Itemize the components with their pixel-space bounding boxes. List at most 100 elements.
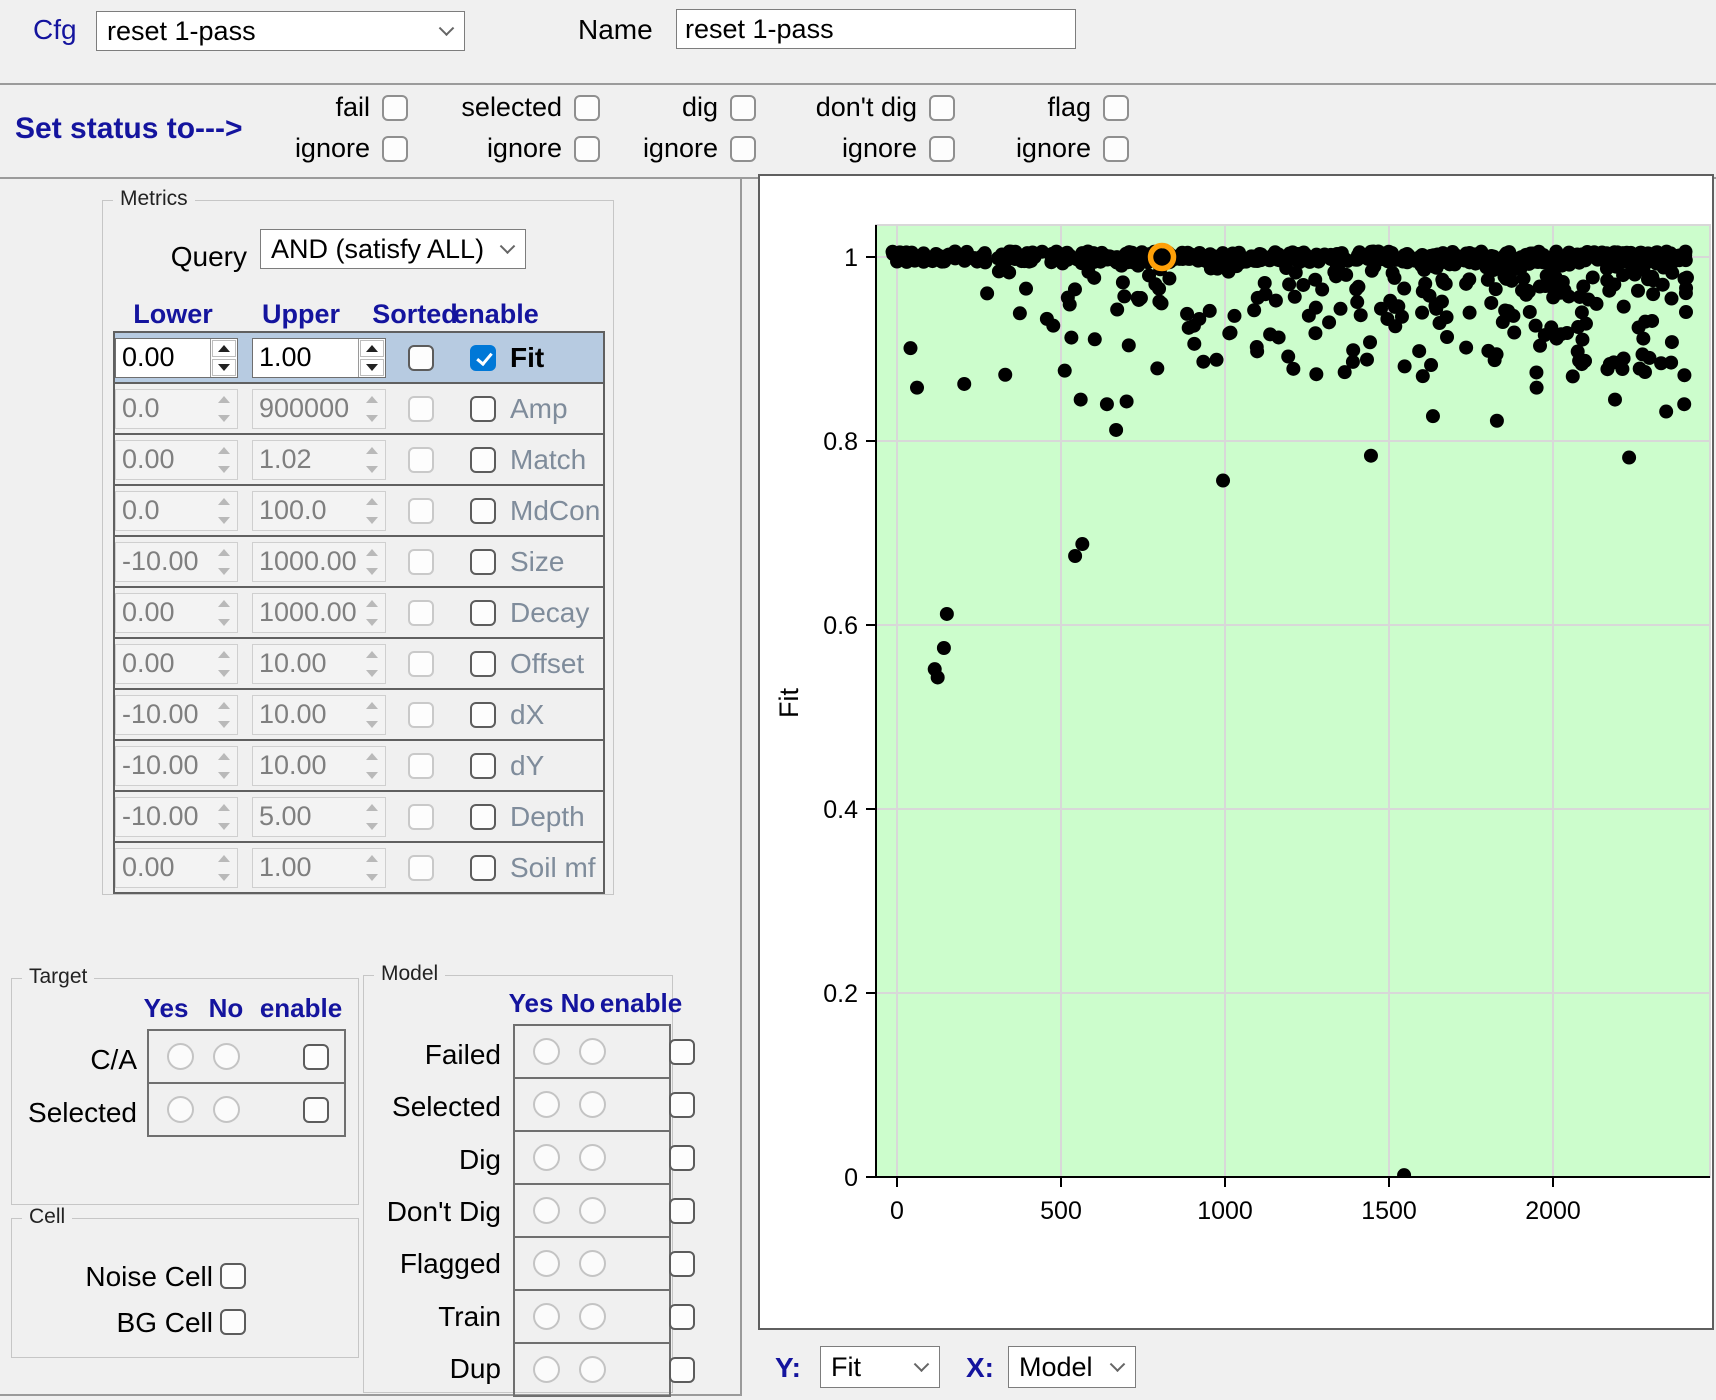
metric-depth-upper-input[interactable]: 5.00 — [252, 796, 386, 837]
model-failed-yes-radio[interactable] — [533, 1038, 560, 1065]
model-selected-no-radio[interactable] — [579, 1091, 606, 1118]
model-train-no-radio[interactable] — [579, 1303, 606, 1330]
arrow-up-icon — [365, 752, 378, 760]
metric-fit-lower-input-up-button[interactable] — [212, 339, 236, 357]
model-flagged-yes-radio[interactable] — [533, 1250, 560, 1277]
metric-dx-lower-input[interactable]: -10.00 — [115, 694, 238, 735]
status-checkbox-fail[interactable] — [382, 94, 408, 121]
metric-fit-upper-input-down-button[interactable] — [360, 358, 384, 376]
metric-size-sorted-checkbox[interactable] — [408, 548, 434, 575]
metric-fit-enable-checkbox[interactable] — [470, 344, 496, 371]
metric-dx-enable-checkbox[interactable] — [470, 701, 496, 728]
model-dig-yes-radio[interactable] — [533, 1144, 560, 1171]
status-checkbox-don-t-dig-ignore[interactable] — [929, 135, 955, 162]
name-input[interactable] — [676, 9, 1076, 49]
metric-dy-sorted-checkbox[interactable] — [408, 752, 434, 779]
status-checkbox-selected[interactable] — [574, 94, 600, 121]
model-don-t-dig-no-radio[interactable] — [579, 1197, 606, 1224]
metric-fit-lower-input-down-button[interactable] — [212, 358, 236, 376]
metric-match-lower-input[interactable]: 0.00 — [115, 439, 238, 480]
metric-fit-upper-input-up-button[interactable] — [360, 339, 384, 357]
y-axis-select[interactable]: Fit — [820, 1346, 940, 1388]
scatter-plot-panel[interactable]: 0 0.2 0.4 0.6 0.8 1 0 500 1000 1500 2000 Fit — [758, 174, 1714, 1330]
metric-offset-lower-input[interactable]: 0.00 — [115, 643, 238, 684]
query-mode-select[interactable]: AND (satisfy ALL) — [260, 229, 526, 269]
metric-mdcon-enable-checkbox[interactable] — [470, 497, 496, 524]
model-flagged-no-radio[interactable] — [579, 1250, 606, 1277]
metric-fit-sorted-checkbox[interactable] — [408, 344, 434, 371]
metric-mdcon-lower-input[interactable]: 0.0 — [115, 490, 238, 531]
metric-offset-sorted-checkbox[interactable] — [408, 650, 434, 677]
model-train-yes-radio[interactable] — [533, 1303, 560, 1330]
metric-size-upper-input[interactable]: 1000.00 — [252, 541, 386, 582]
target-selected-yes-radio[interactable] — [167, 1096, 194, 1123]
metric-offset-enable-checkbox[interactable] — [470, 650, 496, 677]
metric-depth-lower-input[interactable]: -10.00 — [115, 796, 238, 837]
fit-vs-model-scatter[interactable]: 0 0.2 0.4 0.6 0.8 1 0 500 1000 1500 2000 Fit — [760, 176, 1712, 1328]
metric-amp-upper-input[interactable]: 900000 — [252, 388, 386, 429]
metric-depth-sorted-checkbox[interactable] — [408, 803, 434, 830]
metric-decay-enable-checkbox[interactable] — [470, 599, 496, 626]
metric-fit-upper-input[interactable]: 1.00 — [252, 337, 386, 378]
metric-match-sorted-checkbox[interactable] — [408, 446, 434, 473]
metric-soil-mf-sorted-checkbox[interactable] — [408, 854, 434, 881]
status-checkbox-flag-ignore[interactable] — [1103, 135, 1129, 162]
metric-soil-mf-enable-checkbox[interactable] — [470, 854, 496, 881]
metric-match-enable-checkbox[interactable] — [470, 446, 496, 473]
arrow-up-icon — [217, 497, 230, 505]
status-checkbox-fail-ignore[interactable] — [382, 135, 408, 162]
status-checkbox-selected-ignore[interactable] — [574, 135, 600, 162]
metric-mdcon-sorted-checkbox[interactable] — [408, 497, 434, 524]
metric-decay-sorted-checkbox[interactable] — [408, 599, 434, 626]
target-c-a-yes-radio[interactable] — [167, 1043, 194, 1070]
target-c-a-no-radio[interactable] — [213, 1043, 240, 1070]
cell-bg-cell-checkbox[interactable] — [220, 1309, 246, 1335]
metric-offset-upper-input[interactable]: 10.00 — [252, 643, 386, 684]
metric-amp-sorted-checkbox[interactable] — [408, 395, 434, 422]
target-c-a-enable-checkbox[interactable] — [303, 1043, 329, 1070]
model-flagged-enable-checkbox[interactable] — [669, 1250, 695, 1277]
status-checkbox-dig[interactable] — [730, 94, 756, 121]
model-dup-yes-radio[interactable] — [533, 1356, 560, 1383]
model-failed-enable-checkbox[interactable] — [669, 1038, 695, 1065]
separator-top — [0, 83, 1716, 85]
metric-depth-enable-checkbox[interactable] — [470, 803, 496, 830]
model-dig-no-radio[interactable] — [579, 1144, 606, 1171]
metric-size-lower-input[interactable]: -10.00 — [115, 541, 238, 582]
metric-match-upper-input[interactable]: 1.02 — [252, 439, 386, 480]
status-checkbox-dig-ignore[interactable] — [730, 135, 756, 162]
model-selected-enable-checkbox[interactable] — [669, 1091, 695, 1118]
metric-mdcon-upper-input[interactable]: 100.0 — [252, 490, 386, 531]
metric-soil-mf-upper-input[interactable]: 1.00 — [252, 847, 386, 888]
status-checkbox-don-t-dig[interactable] — [929, 94, 955, 121]
target-selected-no-radio[interactable] — [213, 1096, 240, 1123]
metric-dy-enable-checkbox[interactable] — [470, 752, 496, 779]
metric-soil-mf-lower-input[interactable]: 0.00 — [115, 847, 238, 888]
model-dig-enable-checkbox[interactable] — [669, 1144, 695, 1171]
metric-dy-upper-input[interactable]: 10.00 — [252, 745, 386, 786]
metric-dy-lower-input[interactable]: -10.00 — [115, 745, 238, 786]
metric-amp-lower-input[interactable]: 0.0 — [115, 388, 238, 429]
model-train-enable-checkbox[interactable] — [669, 1303, 695, 1330]
cell-label-noise-cell: Noise Cell — [85, 1261, 213, 1292]
cell-noise-cell-checkbox[interactable] — [220, 1263, 246, 1289]
metric-decay-lower-input[interactable]: 0.00 — [115, 592, 238, 633]
cfg-select[interactable]: reset 1-pass — [96, 11, 465, 51]
x-axis-select[interactable]: Model — [1008, 1346, 1136, 1388]
metric-decay-upper-input[interactable]: 1000.00 — [252, 592, 386, 633]
model-don-t-dig-enable-checkbox[interactable] — [669, 1197, 695, 1224]
model-selected-yes-radio[interactable] — [533, 1091, 560, 1118]
metric-fit-lower-input[interactable]: 0.00 — [115, 337, 238, 378]
metric-size-enable-checkbox[interactable] — [470, 548, 496, 575]
model-dup-enable-checkbox[interactable] — [669, 1356, 695, 1383]
model-don-t-dig-yes-radio[interactable] — [533, 1197, 560, 1224]
highlighted-point-marker[interactable] — [1147, 242, 1177, 272]
query-mode-value: AND (satisfy ALL) — [271, 233, 485, 264]
metric-amp-enable-checkbox[interactable] — [470, 395, 496, 422]
metric-dx-upper-input[interactable]: 10.00 — [252, 694, 386, 735]
status-checkbox-flag[interactable] — [1103, 94, 1129, 121]
model-dup-no-radio[interactable] — [579, 1356, 606, 1383]
metric-dx-sorted-checkbox[interactable] — [408, 701, 434, 728]
target-selected-enable-checkbox[interactable] — [303, 1096, 329, 1123]
model-failed-no-radio[interactable] — [579, 1038, 606, 1065]
